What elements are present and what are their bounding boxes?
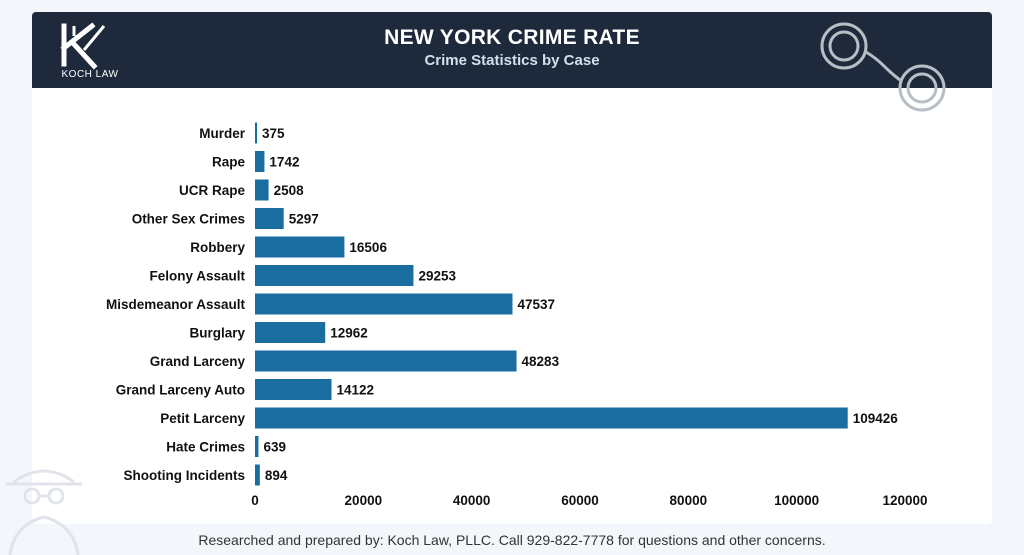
category-label: Petit Larceny [160,411,245,426]
x-tick-label: 60000 [561,493,599,508]
bar [255,407,848,429]
x-tick-label: 20000 [345,493,383,508]
logo-text: KOCH LAW [61,69,119,80]
bar [255,379,332,400]
category-label: Felony Assault [149,269,245,284]
category-label: Murder [199,126,246,141]
data-label: 16506 [349,240,387,255]
bar [255,265,414,286]
handcuffs-icon [820,22,946,112]
bar [255,436,259,457]
category-label: Rape [212,155,246,170]
category-label: Burglary [189,326,245,341]
category-label: Robbery [190,240,245,255]
data-label: 1742 [269,155,299,170]
data-label: 12962 [330,326,368,341]
data-label: 29253 [418,269,456,284]
data-label: 639 [263,440,286,455]
data-label: 14122 [336,383,374,398]
koch-law-logo-icon [60,22,106,70]
data-label: 2508 [274,183,305,198]
bar [255,151,265,172]
category-label: Grand Larceny Auto [116,383,245,398]
bar [255,179,269,201]
category-label: UCR Rape [179,183,246,198]
footer-credits: Researched and prepared by: Koch Law, PL… [198,532,826,548]
bar [255,322,326,343]
bar [255,236,345,258]
x-tick-label: 120000 [882,493,927,508]
bar [255,293,513,315]
x-tick-label: 100000 [774,493,819,508]
data-label: 894 [265,468,288,483]
category-label: Other Sex Crimes [132,212,245,227]
spy-icon [6,469,82,555]
category-label: Misdemeanor Assault [106,297,246,312]
bar [255,208,284,229]
page-subtitle: Crime Statistics by Case [424,52,600,69]
x-tick-label: 0 [251,493,259,508]
x-tick-label: 80000 [670,493,708,508]
bar [255,122,258,144]
data-label: 48283 [522,354,560,369]
category-label: Shooting Incidents [124,468,246,483]
x-tick-label: 40000 [453,493,491,508]
data-label: 5297 [289,212,319,227]
category-label: Hate Crimes [166,440,245,455]
page-title: NEW YORK CRIME RATE [384,26,640,49]
bar [255,464,260,486]
data-label: 375 [262,126,285,141]
category-label: Grand Larceny [150,354,246,369]
data-label: 109426 [853,411,899,426]
data-label: 47537 [517,297,555,312]
bar [255,350,517,372]
